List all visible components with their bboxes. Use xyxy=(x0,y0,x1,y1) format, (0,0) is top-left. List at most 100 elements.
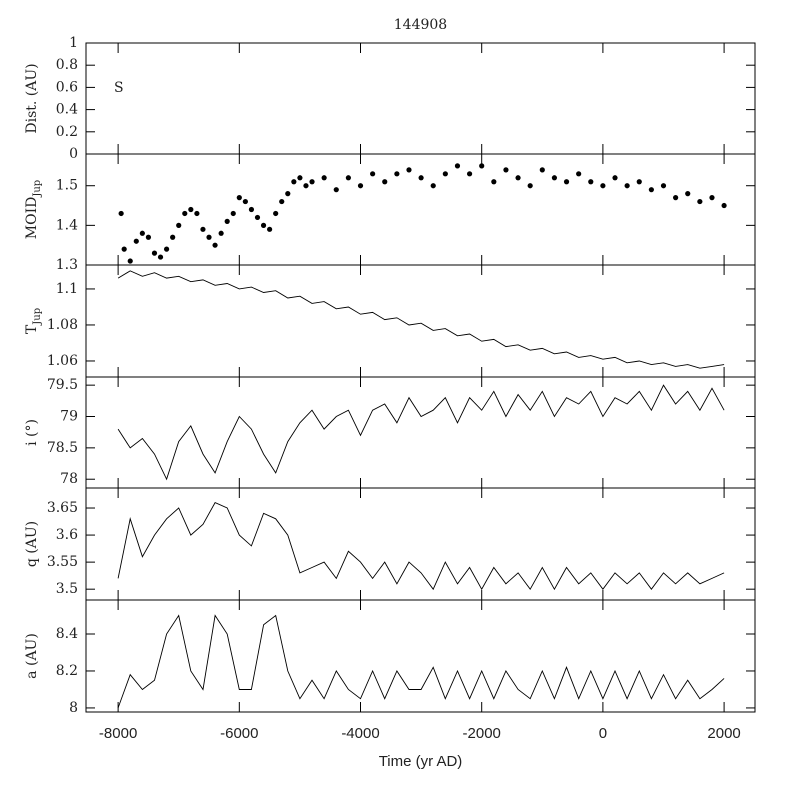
y-tick-label: 1.06 xyxy=(47,353,78,369)
point xyxy=(139,230,145,236)
series-line xyxy=(117,384,725,481)
y-axis-label: MOIDJup xyxy=(24,180,43,239)
x-axis-label: Time (yr AD) xyxy=(379,753,463,770)
point xyxy=(648,187,654,193)
point xyxy=(218,230,224,236)
panel-frame xyxy=(85,153,756,266)
point xyxy=(394,171,400,177)
y-tick-label: 3.5 xyxy=(56,581,78,597)
point xyxy=(576,171,582,177)
point xyxy=(491,179,497,185)
y-axis-label-main: q (AU) xyxy=(24,521,40,567)
y-axis-label-main: a (AU) xyxy=(24,633,40,679)
point xyxy=(170,234,176,240)
y-tick-label: 78.5 xyxy=(47,440,78,456)
point xyxy=(200,226,206,232)
y-tick-label: 1.4 xyxy=(56,217,78,233)
y-axis-label: Dist. (AU) xyxy=(24,63,40,133)
point xyxy=(673,195,679,201)
point xyxy=(127,258,133,264)
y-tick-label: 0.2 xyxy=(56,124,78,140)
y-axis-label-sub: Jup xyxy=(32,180,43,198)
point xyxy=(721,202,727,209)
point xyxy=(515,175,521,181)
y-tick-label: 79 xyxy=(60,409,78,425)
x-tick-label: -6000 xyxy=(220,725,258,742)
y-tick-label: 78 xyxy=(60,471,78,487)
point xyxy=(309,179,315,185)
point xyxy=(466,171,473,177)
point xyxy=(333,187,339,193)
y-tick-label: 0.6 xyxy=(56,79,78,95)
y-axis-label-main: T xyxy=(24,324,40,334)
point xyxy=(297,175,303,181)
y-tick-label: 3.65 xyxy=(47,500,78,516)
point xyxy=(345,175,351,181)
point xyxy=(254,214,261,221)
y-tick-label: 3.6 xyxy=(56,527,78,543)
x-tick-label: -2000 xyxy=(463,725,501,742)
point xyxy=(321,175,327,181)
panel-frame xyxy=(85,264,756,378)
x-tick-label: 2000 xyxy=(707,725,740,742)
point xyxy=(588,179,594,185)
point xyxy=(551,175,558,181)
point xyxy=(182,210,188,217)
chart-title: 144908 xyxy=(394,17,447,33)
point xyxy=(406,167,412,173)
point xyxy=(357,183,364,189)
point xyxy=(118,210,124,217)
point xyxy=(539,167,545,173)
y-tick-label: 1.3 xyxy=(56,257,78,273)
point xyxy=(230,210,236,217)
point xyxy=(267,226,273,232)
point xyxy=(279,198,285,205)
point xyxy=(303,183,309,189)
point xyxy=(430,183,436,189)
x-tick-label: -4000 xyxy=(341,725,379,742)
y-axis-label-main: i (°) xyxy=(24,419,40,446)
y-tick-label: 1.1 xyxy=(56,281,78,297)
panel-frame xyxy=(85,376,756,489)
point xyxy=(709,195,715,201)
point xyxy=(600,183,606,189)
x-tick-label: 0 xyxy=(599,725,607,742)
point xyxy=(248,206,255,213)
point xyxy=(563,179,570,185)
point xyxy=(121,246,127,252)
point xyxy=(624,183,630,189)
y-tick-label: 3.55 xyxy=(47,554,78,570)
y-tick-label: 0.8 xyxy=(56,57,78,73)
point xyxy=(697,198,703,205)
series-line xyxy=(117,502,725,591)
point xyxy=(454,163,461,169)
y-tick-label: 79.5 xyxy=(47,377,78,393)
y-tick-label: 0.4 xyxy=(56,102,78,118)
annotation: S xyxy=(114,80,124,96)
y-axis-label: i (°) xyxy=(24,419,40,446)
point xyxy=(503,167,509,173)
point xyxy=(527,183,533,189)
y-tick-label: 0 xyxy=(69,146,78,162)
y-tick-label: 8.4 xyxy=(56,626,78,642)
point xyxy=(442,171,448,177)
point xyxy=(242,198,248,205)
point xyxy=(612,175,618,181)
point xyxy=(479,163,485,169)
point xyxy=(291,179,297,185)
y-axis-label: q (AU) xyxy=(24,521,40,567)
y-axis-label: TJup xyxy=(24,308,43,334)
panel-frame xyxy=(85,487,756,601)
point xyxy=(133,238,139,244)
y-axis-label-sub: Jup xyxy=(32,308,43,326)
point xyxy=(370,171,376,177)
point xyxy=(151,250,158,256)
point xyxy=(212,242,218,248)
point xyxy=(273,210,279,217)
y-axis-label: a (AU) xyxy=(24,633,40,679)
point xyxy=(418,175,424,181)
point xyxy=(236,195,242,201)
series-line xyxy=(117,614,725,709)
point xyxy=(685,191,691,197)
